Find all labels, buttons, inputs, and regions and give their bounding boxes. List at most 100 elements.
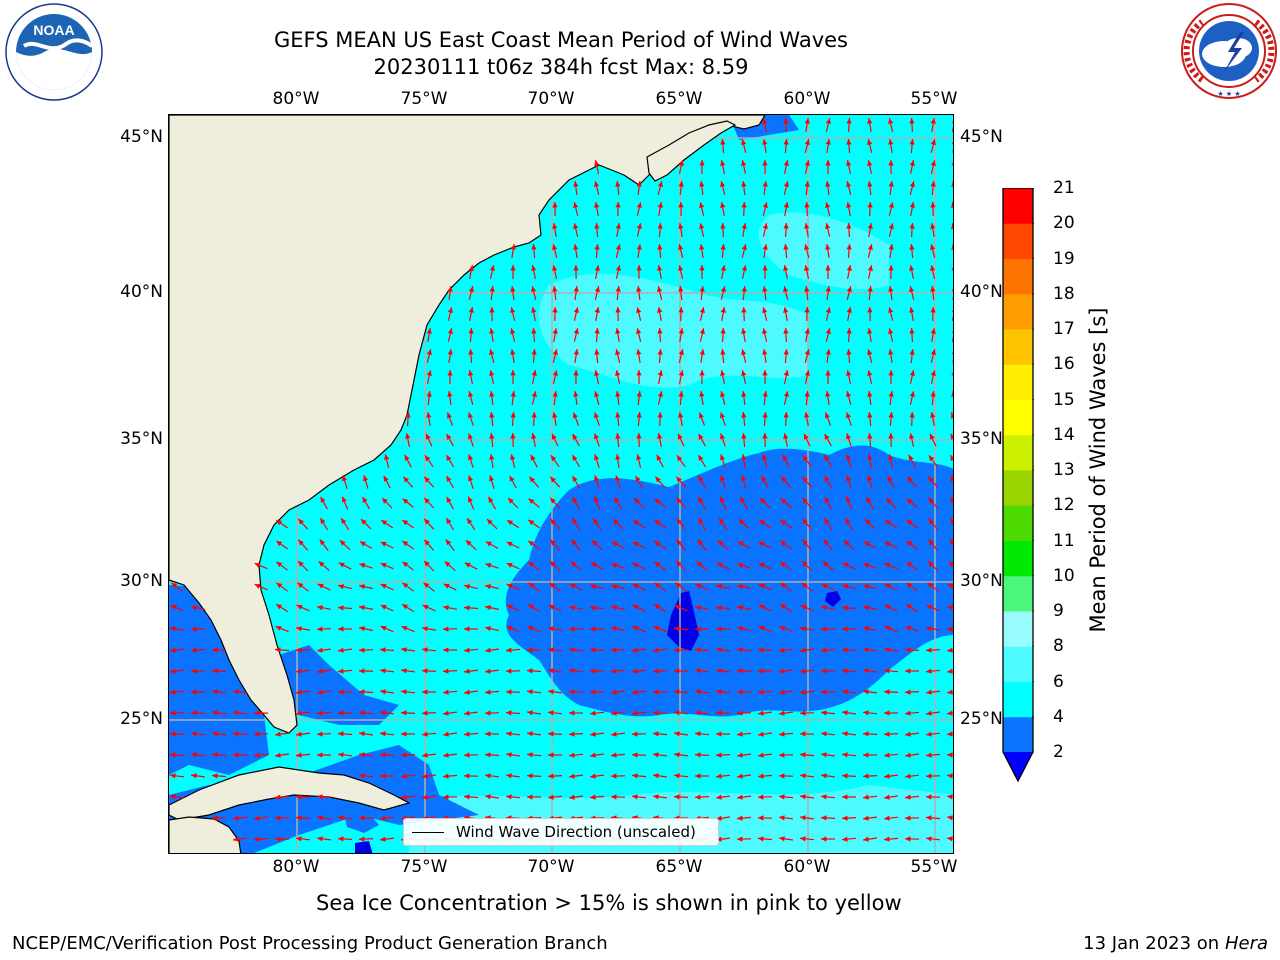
wave-direction-arrow xyxy=(358,605,374,611)
colorbar-tick-label: 12 xyxy=(1053,495,1075,516)
wave-direction-arrow xyxy=(552,306,558,322)
wave-direction-arrow xyxy=(402,561,414,571)
wave-direction-arrow xyxy=(631,773,647,779)
wave-direction-arrow xyxy=(673,773,689,779)
wave-direction-arrow xyxy=(951,372,953,376)
wave-direction-arrow xyxy=(762,264,768,280)
wave-direction-arrow xyxy=(594,348,600,364)
wave-direction-arrow xyxy=(384,454,390,468)
wave-direction-arrow xyxy=(783,243,789,259)
wave-direction-arrow xyxy=(801,560,813,572)
wave-direction-arrow xyxy=(824,412,832,426)
wave-direction-arrow xyxy=(825,286,831,300)
lat-label-left-35n: 35°N xyxy=(120,429,163,449)
wave-direction-arrow xyxy=(820,626,836,632)
wave-direction-arrow xyxy=(484,731,500,737)
wave-direction-arrow xyxy=(825,391,831,405)
wave-direction-arrow xyxy=(783,181,789,195)
wave-direction-arrow xyxy=(573,328,579,342)
wave-direction-arrow xyxy=(549,476,561,488)
wave-direction-arrow xyxy=(925,647,941,653)
wave-direction-arrow xyxy=(694,794,710,800)
wave-direction-arrow xyxy=(867,432,873,448)
wave-direction-arrow xyxy=(677,433,685,447)
wave-direction-arrow xyxy=(863,647,877,653)
wave-direction-arrow xyxy=(741,391,747,405)
wave-direction-arrow xyxy=(884,647,898,653)
wave-direction-arrow xyxy=(632,604,646,612)
wave-direction-arrow xyxy=(445,517,455,531)
wave-direction-arrow xyxy=(863,563,877,569)
lon-label-bottom-55w: 55°W xyxy=(910,857,958,877)
wave-direction-arrow xyxy=(736,668,752,674)
wave-direction-arrow xyxy=(400,710,416,716)
land-nova-scotia xyxy=(646,120,737,182)
wave-direction-arrow xyxy=(527,519,541,529)
wave-direction-arrow xyxy=(804,390,810,406)
wave-direction-arrow xyxy=(489,285,495,301)
wave-direction-arrow xyxy=(484,710,500,716)
wave-direction-arrow xyxy=(531,286,537,300)
wave-direction-arrow xyxy=(950,496,953,503)
wave-direction-arrow xyxy=(909,348,915,364)
wave-direction-arrow xyxy=(867,411,873,427)
wave-direction-arrow xyxy=(906,476,918,488)
colorbar-tick-label: 10 xyxy=(1053,565,1075,586)
colorbar-band xyxy=(1003,540,1033,577)
wave-direction-arrow xyxy=(426,349,432,363)
wave-direction-arrow xyxy=(884,519,898,529)
wave-direction-arrow xyxy=(569,773,583,779)
wave-direction-arrow xyxy=(867,454,873,468)
wave-direction-arrow xyxy=(779,815,793,821)
nws-logo: ★ ★ ★ xyxy=(1180,2,1278,100)
wave-direction-arrow xyxy=(678,327,684,343)
wave-direction-arrow xyxy=(631,794,647,800)
wave-direction-arrow xyxy=(694,647,710,653)
wave-direction-arrow xyxy=(594,306,600,322)
wave-direction-arrow xyxy=(905,519,919,529)
wave-direction-arrow xyxy=(337,605,353,611)
wave-direction-arrow xyxy=(888,307,894,321)
wave-direction-arrow xyxy=(762,307,768,321)
map-subtitle: 20230111 t06z 384h fcst Max: 8.59 xyxy=(373,55,749,79)
wave-direction-arrow xyxy=(678,411,684,427)
wave-direction-arrow xyxy=(295,647,311,653)
wave-direction-arrow xyxy=(884,710,898,716)
wave-direction-arrow xyxy=(297,518,309,530)
wave-direction-arrow xyxy=(573,223,579,237)
footer-date: 13 Jan 2023 on Hera xyxy=(1083,933,1268,954)
wave-direction-arrow xyxy=(527,731,541,737)
wave-direction-arrow xyxy=(925,668,941,674)
wave-direction-arrow xyxy=(804,180,810,196)
wave-direction-arrow xyxy=(927,476,939,488)
colorbar-band xyxy=(1003,646,1033,682)
wave-direction-arrow xyxy=(510,328,516,342)
wave-direction-arrow xyxy=(549,582,561,592)
wave-direction-arrow xyxy=(464,584,478,590)
wave-direction-arrow xyxy=(720,243,726,259)
wave-direction-arrow xyxy=(779,668,793,674)
wave-direction-arrow xyxy=(780,476,792,488)
lon-label-bottom-60w: 60°W xyxy=(783,857,831,877)
wave-direction-arrow xyxy=(697,517,707,531)
wave-direction-arrow xyxy=(485,668,499,674)
wave-direction-arrow xyxy=(678,265,684,279)
wave-direction-arrow xyxy=(823,454,833,468)
wave-direction-arrow xyxy=(423,518,435,530)
wave-direction-arrow xyxy=(531,306,537,322)
wave-direction-arrow xyxy=(930,390,936,406)
wave-direction-arrow xyxy=(698,412,706,426)
wave-direction-arrow xyxy=(697,475,707,489)
wave-direction-arrow xyxy=(864,518,876,530)
wave-direction-arrow xyxy=(823,517,833,531)
wave-direction-arrow xyxy=(653,794,667,800)
wave-direction-arrow xyxy=(569,647,583,653)
wave-direction-arrow xyxy=(720,222,726,238)
wave-direction-arrow xyxy=(426,390,432,406)
wave-direction-arrow xyxy=(888,159,894,175)
lon-label-top-75w: 75°W xyxy=(400,89,448,109)
wave-direction-arrow xyxy=(379,752,395,758)
wave-direction-arrow xyxy=(337,836,353,842)
wave-direction-arrow xyxy=(675,560,687,572)
wave-direction-arrow xyxy=(926,604,940,612)
